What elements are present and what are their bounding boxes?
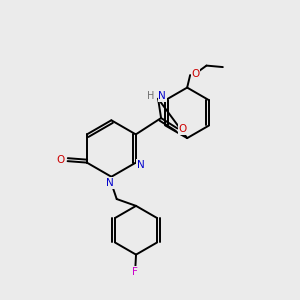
Text: H: H	[147, 91, 154, 101]
Text: N: N	[106, 178, 114, 188]
Text: O: O	[179, 124, 187, 134]
Text: F: F	[133, 267, 138, 277]
Text: O: O	[56, 155, 64, 165]
Text: N: N	[137, 160, 145, 170]
Text: N: N	[158, 91, 166, 101]
Text: O: O	[191, 69, 200, 79]
